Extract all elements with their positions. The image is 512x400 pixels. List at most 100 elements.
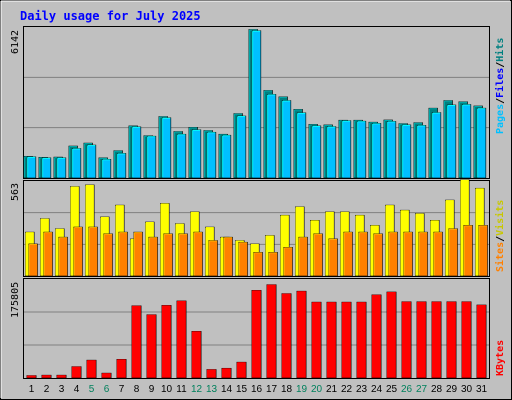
kbytes-kbytes-bar-day-12 <box>191 331 202 379</box>
x-axis-labels: 1 2 3 4 5 6 7 8 9 10 11 12 13 14 15 16 17 18 19 20 21 22 23 24 2… <box>29 384 488 395</box>
visits-sites-bar-day-24 <box>373 233 383 277</box>
hits-files-bar-day-23 <box>356 120 367 179</box>
kbytes-kbytes-bar-day-16 <box>251 290 262 379</box>
kbytes-kbytes-bar-day-18 <box>281 293 292 379</box>
x-label-day-10: 10 <box>161 384 173 395</box>
hits-files-bar-day-7 <box>116 153 127 179</box>
visits-sites-bar-day-7 <box>118 231 128 277</box>
x-label-day-21: 21 <box>326 384 338 395</box>
legend-sites: Sites <box>494 242 506 272</box>
hits-files-bar-day-6 <box>101 159 112 179</box>
kbytes-kbytes-bar-day-4 <box>71 366 82 379</box>
x-label-day-6: 6 <box>104 384 110 395</box>
visits-sites-bar-day-4 <box>73 226 83 277</box>
x-label-day-26: 26 <box>401 384 413 395</box>
visits-sites-bar-day-29 <box>448 228 458 277</box>
kbytes-kbytes-bar-day-28 <box>431 301 442 379</box>
visits-sites-bar-day-9 <box>148 236 158 277</box>
hits-files-bar-day-5 <box>86 144 97 179</box>
kbytes-kbytes-bar-day-23 <box>356 301 367 379</box>
visits-sites-bar-day-15 <box>238 241 248 277</box>
hits-files-bar-day-2 <box>41 157 52 179</box>
visits-sites-bar-day-26 <box>403 231 413 277</box>
x-label-day-1: 1 <box>29 384 35 395</box>
kbytes-kbytes-bar-day-2 <box>41 374 52 379</box>
hits-files-bar-day-25 <box>386 121 397 179</box>
x-label-day-22: 22 <box>341 384 353 395</box>
x-label-day-14: 14 <box>221 384 233 395</box>
visits-sites-bar-day-23 <box>358 231 368 277</box>
legend-kbytes: KBytes <box>495 340 506 376</box>
kbytes-kbytes-bar-day-10 <box>161 305 172 379</box>
hits-files-bar-day-17 <box>266 94 277 179</box>
kbytes-kbytes-bar-day-15 <box>236 361 247 379</box>
x-label-day-20: 20 <box>311 384 323 395</box>
x-label-day-9: 9 <box>149 384 155 395</box>
x-label-day-19: 19 <box>296 384 308 395</box>
hits-files-bar-day-8 <box>131 126 142 179</box>
kbytes-kbytes-bar-day-26 <box>401 301 412 379</box>
hits-files-bar-day-19 <box>296 112 307 179</box>
x-label-day-17: 17 <box>266 384 278 395</box>
hits-files-bar-day-24 <box>371 123 382 179</box>
hits-files-bar-day-14 <box>221 134 232 179</box>
visits-sites-bar-day-22 <box>343 231 353 277</box>
x-label-day-4: 4 <box>74 384 80 395</box>
x-label-day-8: 8 <box>134 384 140 395</box>
visits-legend: Sites/Visits <box>494 200 506 272</box>
hits-files-bar-day-22 <box>341 120 352 179</box>
kbytes-kbytes-bar-day-25 <box>386 291 397 379</box>
x-label-day-12: 12 <box>191 384 203 395</box>
kbytes-kbytes-bar-day-31 <box>476 304 487 379</box>
hits-files-bar-day-18 <box>281 100 292 179</box>
kbytes-kbytes-bar-day-9 <box>146 314 157 379</box>
kbytes-kbytes-bar-day-17 <box>266 284 277 379</box>
hits-files-bar-day-1 <box>26 156 37 179</box>
hits-files-bar-day-15 <box>236 115 247 179</box>
kbytes-kbytes-bar-day-3 <box>56 374 67 379</box>
visits-sites-bar-day-17 <box>268 252 278 277</box>
visits-sites-bar-day-3 <box>58 236 68 277</box>
kbytes-kbytes-bar-day-11 <box>176 300 187 379</box>
x-label-day-24: 24 <box>371 384 383 395</box>
visits-sites-bar-day-13 <box>208 240 218 277</box>
visits-max-label: 563 <box>10 183 21 201</box>
chart-title: Daily usage for July 2025 <box>20 9 201 23</box>
x-label-day-15: 15 <box>236 384 248 395</box>
x-label-day-18: 18 <box>281 384 293 395</box>
hits-files-bar-day-26 <box>401 124 412 179</box>
kbytes-kbytes-bar-day-29 <box>446 301 457 379</box>
visits-sites-bar-day-1 <box>28 243 38 277</box>
x-label-day-7: 7 <box>119 384 125 395</box>
hits-files-bar-day-20 <box>311 125 322 179</box>
visits-sites-bar-day-10 <box>163 233 173 277</box>
kbytes-kbytes-bar-day-22 <box>341 301 352 379</box>
visits-sites-bar-day-16 <box>253 252 263 277</box>
kbytes-kbytes-bar-day-19 <box>296 290 307 379</box>
x-label-day-31: 31 <box>476 384 488 395</box>
visits-sites-bar-day-11 <box>178 233 188 277</box>
visits-sites-bar-day-5 <box>88 226 98 277</box>
hits-files-bar-day-12 <box>191 129 202 179</box>
kbytes-kbytes-bar-day-7 <box>116 359 127 379</box>
kbytes-kbytes-bar-day-8 <box>131 305 142 379</box>
kbytes-kbytes-bar-day-30 <box>461 301 472 379</box>
visits-sites-bar-day-2 <box>43 231 53 277</box>
kbytes-kbytes-bar-day-5 <box>86 359 97 379</box>
x-label-day-16: 16 <box>251 384 263 395</box>
hits-legend: Pages/Files/Hits <box>494 38 506 134</box>
x-label-day-11: 11 <box>176 384 187 395</box>
x-label-day-2: 2 <box>44 384 50 395</box>
hits-files-bar-day-3 <box>56 157 67 179</box>
x-label-day-30: 30 <box>461 384 473 395</box>
legend-pages: Pages <box>495 104 506 134</box>
hits-files-bar-day-13 <box>206 131 217 179</box>
kbytes-kbytes-bar-day-24 <box>371 294 382 379</box>
hits-files-bar-day-28 <box>431 112 442 179</box>
legend-visits: Visits <box>494 200 506 236</box>
visits-sites-bar-day-25 <box>388 231 398 277</box>
visits-sites-bar-day-8 <box>133 231 143 277</box>
bars-layer <box>23 29 489 379</box>
